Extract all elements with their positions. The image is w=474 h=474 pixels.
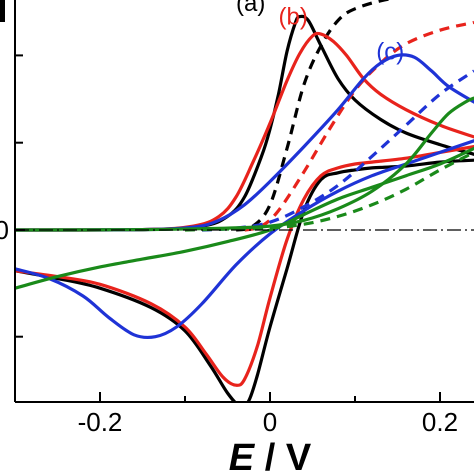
series-d-solid-reverse-curve bbox=[15, 146, 474, 290]
x-tick-label: 0.2 bbox=[422, 407, 458, 437]
series-d-dashed-forward-curve bbox=[184, 150, 474, 232]
x-axis-label-unit: / V bbox=[254, 437, 312, 474]
series-a-solid-reverse-curve bbox=[15, 158, 474, 402]
curve-label: (c) bbox=[376, 38, 404, 65]
series-b-solid-forward-curve bbox=[15, 31, 474, 232]
series-a-solid-forward-curve bbox=[15, 14, 474, 232]
series-b-solid-reverse-curve bbox=[15, 145, 474, 387]
curve-label: (a) bbox=[236, 0, 265, 17]
series-c-solid-reverse-curve bbox=[15, 139, 474, 340]
series-layer bbox=[15, 0, 474, 402]
x-axis-label: E / V bbox=[229, 437, 312, 474]
series-b-dashed-forward-curve bbox=[244, 20, 474, 232]
annotation-layer: (a) (b) (c) bbox=[236, 0, 404, 65]
series-c-solid-forward-curve bbox=[15, 53, 474, 232]
x-tick-label: -0.2 bbox=[78, 407, 123, 437]
axes-layer: -0.2 0 0.2 0 bbox=[0, 0, 474, 437]
series-a-dashed-forward-curve bbox=[235, 0, 394, 232]
series-d-solid-forward-curve bbox=[15, 96, 474, 232]
x-tick-label: 0 bbox=[263, 407, 277, 437]
y-tick-label-cropped bbox=[0, 0, 5, 22]
curve-label: (b) bbox=[279, 3, 308, 30]
y-tick-label: 0 bbox=[0, 215, 9, 245]
x-axis-label-symbol: E bbox=[229, 437, 256, 474]
